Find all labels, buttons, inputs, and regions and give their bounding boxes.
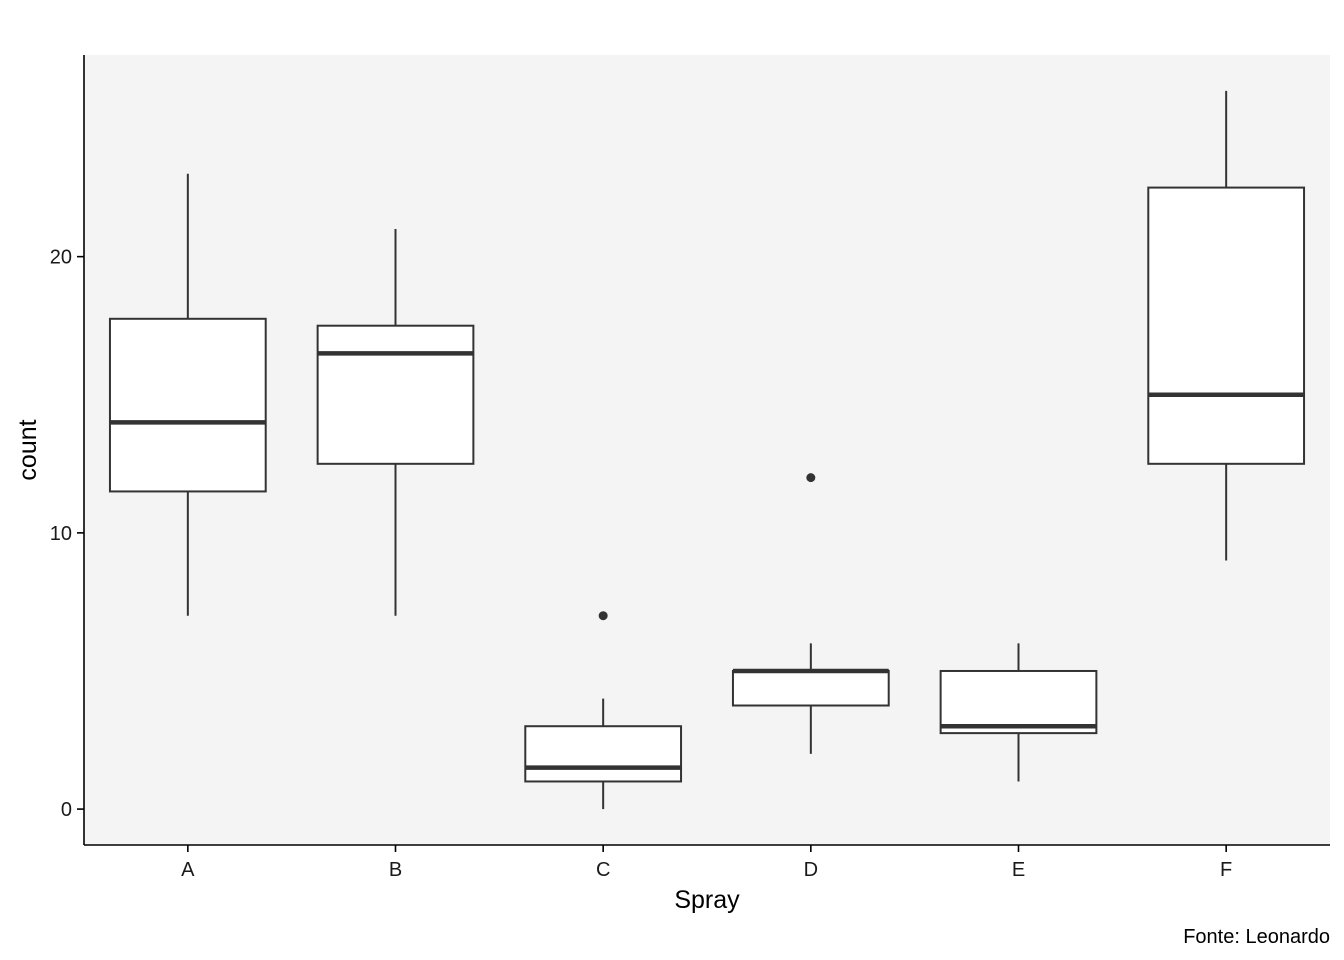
x-axis-ticks: A B C D E F [181, 845, 1232, 881]
y-axis-title: count [14, 419, 42, 480]
iqr-box [524, 725, 683, 783]
box-B [316, 229, 475, 616]
x-tick-label: D [804, 859, 818, 881]
y-axis-ticks: 0 10 20 [50, 247, 84, 821]
iqr-box [731, 669, 890, 707]
box-E [939, 643, 1098, 782]
box-A [108, 173, 267, 616]
boxes-layer [108, 90, 1306, 810]
iqr-box [316, 324, 475, 465]
x-tick-label: E [1012, 859, 1025, 881]
box-D [731, 473, 890, 754]
iqr-box [1147, 186, 1306, 465]
x-tick-label: A [181, 859, 195, 881]
outlier-point [806, 473, 816, 483]
plot-panel [84, 55, 1330, 845]
iqr-box [108, 317, 267, 493]
chart-caption: Fonte: Leonardo [1183, 926, 1330, 948]
x-axis-title: Spray [674, 886, 740, 914]
y-tick-label: 0 [61, 799, 72, 821]
box-F [1147, 90, 1306, 561]
x-tick-label: B [389, 859, 402, 881]
box-C [524, 611, 683, 810]
iqr-box [939, 669, 1098, 735]
outlier-point [598, 611, 608, 621]
x-tick-label: C [596, 859, 610, 881]
x-tick-label: F [1220, 859, 1232, 881]
y-tick-label: 20 [50, 247, 72, 269]
y-tick-label: 10 [50, 523, 72, 545]
